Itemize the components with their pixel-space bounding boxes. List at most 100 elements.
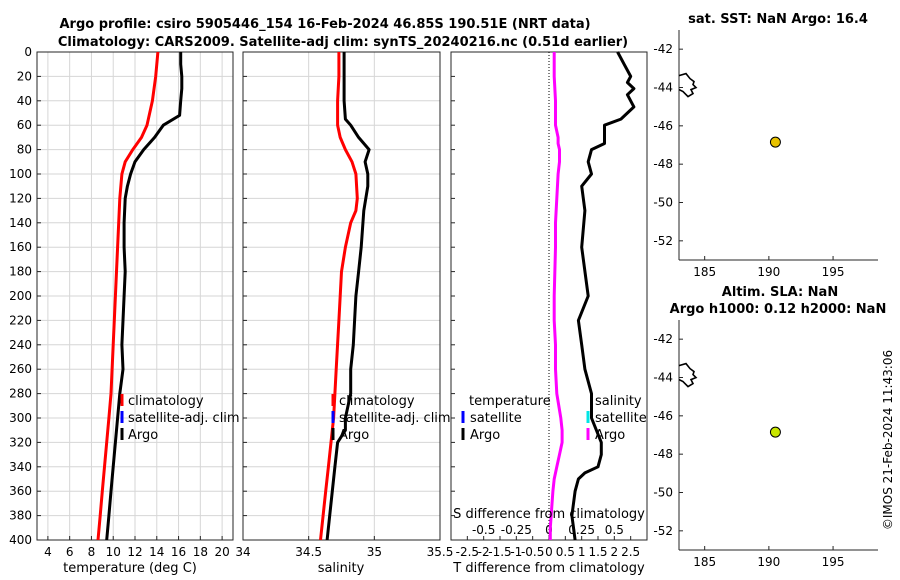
- map-ytick-label-3: -48: [653, 157, 673, 171]
- series-line-argo: [105, 52, 184, 541]
- series-line-argo: [325, 52, 371, 541]
- map-ytick-label-1: -44: [653, 81, 673, 95]
- map-ytick-label-0: -42: [653, 42, 673, 56]
- map-ytick-label-0: -42: [653, 332, 673, 346]
- xtick-label-2: 35: [367, 545, 382, 559]
- map-xtick-label-1: 190: [757, 555, 780, 569]
- legend-label-0: climatology: [339, 394, 415, 409]
- xtick-label-6: 0.5: [556, 545, 575, 559]
- map1-title: sat. SST: NaN Argo: 16.4: [688, 12, 868, 27]
- xtick-label-2: -1.5: [488, 545, 511, 559]
- ytick-label-12: 240: [9, 338, 32, 352]
- ytick-label-2: 40: [17, 94, 32, 108]
- map2-title: Altim. SLA: NaN: [722, 285, 838, 300]
- ytick-label-8: 160: [9, 240, 32, 254]
- xtick-label-8: 20: [214, 545, 229, 559]
- xtick2-label-1: -0.25: [501, 523, 532, 537]
- legend-s-satellite: satellite: [595, 411, 647, 426]
- ytick-label-15: 300: [9, 411, 32, 425]
- map-ytick-label-1: -44: [653, 371, 673, 385]
- coastline: [678, 362, 698, 388]
- salinity-panel: 34 34.5 35 35.5 climatology satellite-adj. cl…: [235, 51, 454, 559]
- sla-map-panel: -42 -44 -46 -48 -50 -52 185 190 195: [653, 320, 878, 569]
- footer-timestamp: ©IMOS 21-Feb-2024 11:43:06: [881, 350, 895, 530]
- map-ytick-label-2: -46: [653, 409, 673, 423]
- temperature-panel: 0 20 40 60 80 100 120 140 160 180 200 220 240 260 280 3…: [9, 45, 240, 559]
- legend-label-2: Argo: [339, 428, 369, 443]
- map2-title-line2: Argo h1000: 0.12 h2000: NaN: [670, 302, 887, 317]
- map-ytick-label-5: -52: [653, 524, 673, 538]
- xtick-label-0: 4: [44, 545, 52, 559]
- xtick-label-8: 1.5: [588, 545, 607, 559]
- ytick-label-17: 340: [9, 460, 32, 474]
- legend-label-2: Argo: [128, 428, 158, 443]
- series-line-climatology: [96, 51, 160, 541]
- ytick-label-20: 400: [9, 533, 32, 547]
- difference-xlabel2: S difference from climatology: [453, 507, 645, 522]
- ytick-label-5: 100: [9, 167, 32, 181]
- xtick-label-1: 6: [66, 545, 74, 559]
- map-ytick-label-4: -50: [653, 486, 673, 500]
- ytick-label-16: 320: [9, 435, 32, 449]
- xtick-label-5: 14: [149, 545, 164, 559]
- map-xtick-label-0: 185: [693, 555, 716, 569]
- xtick-label-3: -1: [510, 545, 522, 559]
- series-line-climatology: [319, 52, 359, 541]
- ytick-label-14: 280: [9, 387, 32, 401]
- map-ytick-label-5: -52: [653, 234, 673, 248]
- xtick-label-1: 34.5: [295, 545, 322, 559]
- series-line-s-argo: [548, 52, 564, 540]
- ytick-label-1: 20: [17, 69, 32, 83]
- legend-t-satellite: satellite: [470, 411, 522, 426]
- legend-t-title: temperature: [469, 394, 551, 409]
- map-ytick-label-4: -50: [653, 196, 673, 210]
- xtick-label-4: -0.5: [521, 545, 544, 559]
- difference-xlabel: T difference from climatology: [452, 561, 645, 576]
- difference-panel: -2.5-2-1.5-1-0.500.511.522.5-0.5-0.2500.…: [450, 51, 648, 559]
- ytick-label-11: 220: [9, 313, 32, 327]
- map-xtick-label-2: 195: [822, 555, 845, 569]
- xtick-label-3: 10: [106, 545, 121, 559]
- ytick-label-13: 260: [9, 362, 32, 376]
- legend-s-title: salinity: [595, 394, 642, 409]
- xtick-label-7: 1: [578, 545, 586, 559]
- xtick-label-6: 16: [171, 545, 186, 559]
- xtick-label-2: 8: [88, 545, 96, 559]
- map-xtick-label-0: 185: [693, 265, 716, 279]
- xtick-label-5: 0: [545, 545, 553, 559]
- ytick-label-10: 200: [9, 289, 32, 303]
- legend-label-0: climatology: [128, 394, 204, 409]
- series-line-t-argo: [570, 51, 636, 541]
- figure-title-line1: Argo profile: csiro 5905446_154 16-Feb-2…: [59, 17, 590, 32]
- ytick-label-9: 180: [9, 265, 32, 279]
- legend-s-argo: Argo: [595, 428, 625, 443]
- ytick-label-3: 60: [17, 118, 32, 132]
- xtick-label-7: 18: [193, 545, 208, 559]
- map-xtick-label-1: 190: [757, 265, 780, 279]
- map-ytick-label-3: -48: [653, 447, 673, 461]
- ytick-label-19: 380: [9, 509, 32, 523]
- xtick-label-1: -2: [478, 545, 490, 559]
- xtick2-label-4: 0.5: [605, 523, 624, 537]
- xtick-label-9: 2: [611, 545, 619, 559]
- argo-location-marker: [769, 136, 781, 148]
- legend-label-1: satellite-adj. clim: [339, 411, 451, 426]
- xtick-label-0: -2.5: [456, 545, 479, 559]
- ytick-label-0: 0: [24, 45, 32, 59]
- legend-label-1: satellite-adj. clim: [128, 411, 240, 426]
- xtick-label-0: 34: [235, 545, 250, 559]
- xtick2-label-0: -0.5: [472, 523, 495, 537]
- map-ytick-label-2: -46: [653, 119, 673, 133]
- salinity-xlabel: salinity: [318, 561, 365, 576]
- ytick-label-7: 140: [9, 216, 32, 230]
- xtick-label-3: 35.5: [427, 545, 454, 559]
- map-xtick-label-2: 195: [822, 265, 845, 279]
- figure-title-line2: Climatology: CARS2009. Satellite-adj cli…: [58, 35, 628, 50]
- ytick-label-18: 360: [9, 484, 32, 498]
- sst-map-panel: -42 -44 -46 -48 -50 -52 185 190 195: [653, 30, 878, 279]
- temperature-xlabel: temperature (deg C): [63, 561, 197, 576]
- xtick-label-4: 12: [127, 545, 142, 559]
- xtick-label-10: 2.5: [621, 545, 640, 559]
- argo-location-marker: [769, 426, 781, 438]
